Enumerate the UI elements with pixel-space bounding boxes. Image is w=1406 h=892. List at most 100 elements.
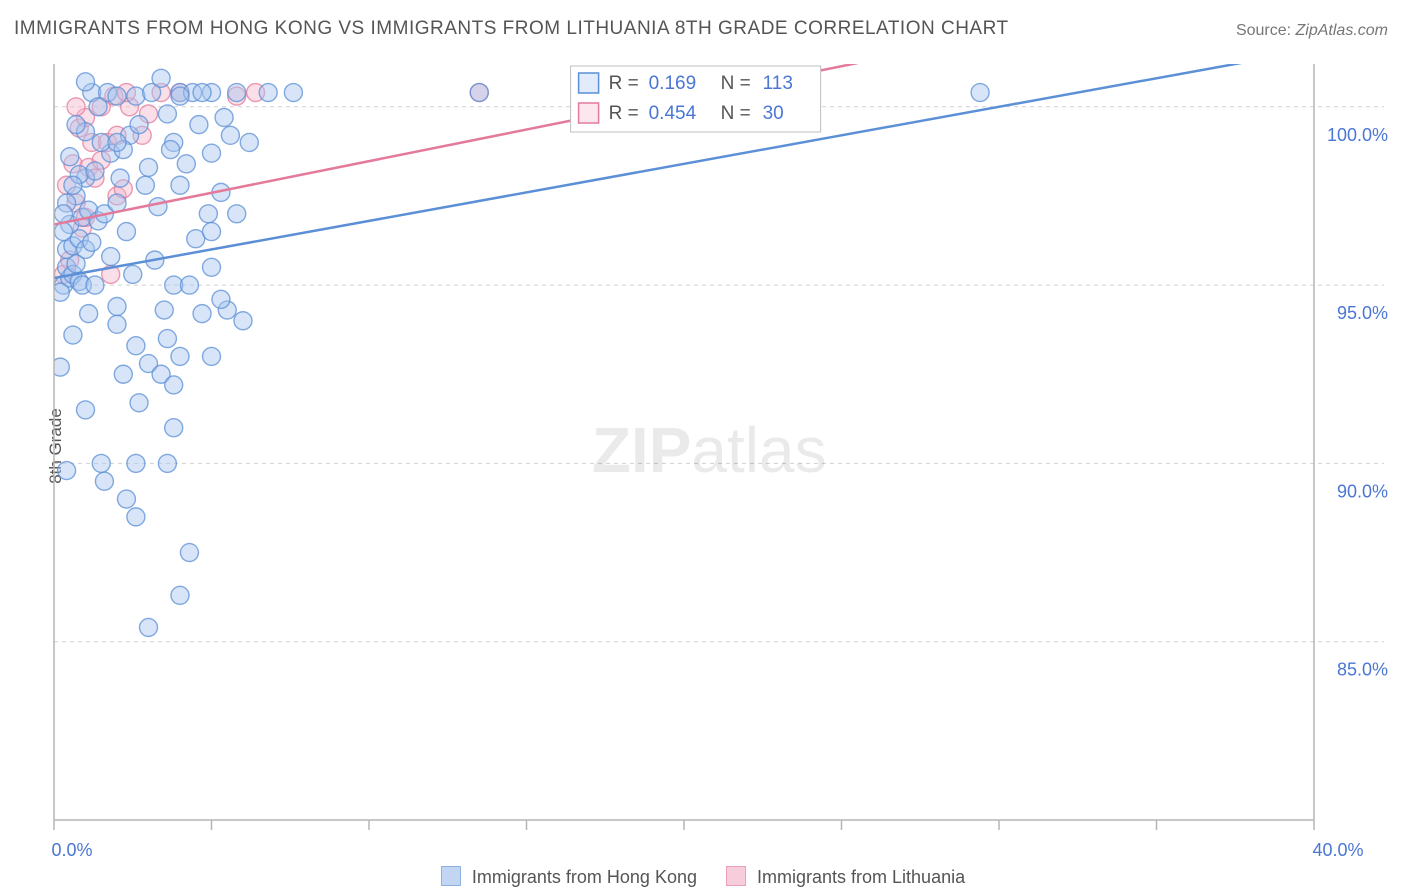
data-point bbox=[108, 87, 126, 105]
data-point bbox=[67, 116, 85, 134]
data-point bbox=[971, 84, 989, 102]
legend-n-label: N = bbox=[721, 73, 751, 94]
data-point bbox=[165, 419, 183, 437]
data-point bbox=[203, 144, 221, 162]
data-point bbox=[114, 365, 132, 383]
data-point bbox=[215, 108, 233, 126]
legend-r-label: R = bbox=[609, 73, 639, 94]
data-point bbox=[152, 69, 170, 87]
data-point bbox=[158, 454, 176, 472]
data-point bbox=[83, 233, 101, 251]
chart-title: IMMIGRANTS FROM HONG KONG VS IMMIGRANTS … bbox=[14, 18, 1009, 40]
data-point bbox=[77, 73, 95, 91]
data-point bbox=[127, 337, 145, 355]
data-point bbox=[67, 98, 85, 116]
legend-n-label: N = bbox=[721, 103, 751, 124]
data-point bbox=[193, 305, 211, 323]
data-point bbox=[177, 155, 195, 173]
data-point bbox=[228, 205, 246, 223]
y-tick-label: 85.0% bbox=[1337, 660, 1388, 680]
data-point bbox=[284, 84, 302, 102]
data-point bbox=[127, 454, 145, 472]
y-tick-label: 95.0% bbox=[1337, 303, 1388, 323]
source-value: ZipAtlas.com bbox=[1296, 22, 1388, 39]
data-point bbox=[92, 454, 110, 472]
watermark: ZIPatlas bbox=[592, 414, 827, 486]
data-point bbox=[111, 169, 129, 187]
data-point bbox=[117, 490, 135, 508]
source-label: Source: bbox=[1236, 22, 1291, 39]
legend-label-hk: Immigrants from Hong Kong bbox=[472, 867, 697, 887]
chart-area: 85.0% 90.0% 95.0% 100.0% ZIPatlas 0.0% 40.0% R … bbox=[48, 56, 1394, 858]
y-tick-label: 100.0% bbox=[1327, 125, 1388, 145]
data-point bbox=[64, 176, 82, 194]
x-tick-label: 0.0% bbox=[51, 840, 92, 858]
data-point bbox=[86, 276, 104, 294]
data-point bbox=[80, 305, 98, 323]
legend-swatch bbox=[579, 103, 599, 123]
data-point bbox=[117, 223, 135, 241]
data-point bbox=[86, 162, 104, 180]
data-point bbox=[108, 133, 126, 151]
data-point bbox=[171, 586, 189, 604]
data-point bbox=[61, 148, 79, 166]
data-point bbox=[158, 105, 176, 123]
data-point bbox=[108, 315, 126, 333]
scatter-chart: 85.0% 90.0% 95.0% 100.0% ZIPatlas 0.0% 40.0% R … bbox=[48, 56, 1394, 858]
data-point bbox=[77, 401, 95, 419]
data-point bbox=[193, 84, 211, 102]
data-point bbox=[171, 176, 189, 194]
legend-item-lt: Immigrants from Lithuania bbox=[726, 867, 965, 887]
legend-item-hk: Immigrants from Hong Kong bbox=[441, 867, 702, 887]
legend-label-lt: Immigrants from Lithuania bbox=[757, 867, 965, 887]
data-point bbox=[140, 158, 158, 176]
data-point bbox=[203, 258, 221, 276]
data-point bbox=[102, 248, 120, 266]
data-point bbox=[180, 276, 198, 294]
data-point bbox=[212, 290, 230, 308]
data-point bbox=[127, 87, 145, 105]
data-point bbox=[108, 297, 126, 315]
legend-r-label: R = bbox=[609, 103, 639, 124]
source-attribution: Source: ZipAtlas.com bbox=[1236, 22, 1388, 40]
data-point bbox=[171, 347, 189, 365]
data-point bbox=[190, 116, 208, 134]
bottom-legend: Immigrants from Hong Kong Immigrants fro… bbox=[0, 866, 1406, 888]
data-point bbox=[240, 133, 258, 151]
legend-n-value: 30 bbox=[763, 103, 784, 124]
data-point bbox=[54, 223, 72, 241]
legend-r-value: 0.454 bbox=[649, 103, 697, 124]
data-point bbox=[199, 205, 217, 223]
x-tick-label: 40.0% bbox=[1312, 840, 1363, 858]
data-point bbox=[127, 508, 145, 526]
data-point bbox=[140, 618, 158, 636]
data-point bbox=[58, 462, 76, 480]
data-point bbox=[95, 472, 113, 490]
data-point bbox=[64, 326, 82, 344]
data-point bbox=[158, 330, 176, 348]
data-point bbox=[203, 223, 221, 241]
y-tick-label: 90.0% bbox=[1337, 481, 1388, 501]
legend-swatch-hk bbox=[441, 866, 461, 886]
data-point bbox=[130, 394, 148, 412]
data-point bbox=[470, 84, 488, 102]
legend-r-value: 0.169 bbox=[649, 73, 697, 94]
legend-n-value: 113 bbox=[763, 73, 793, 94]
data-point bbox=[221, 126, 239, 144]
data-point bbox=[234, 312, 252, 330]
data-point bbox=[124, 265, 142, 283]
data-point bbox=[149, 198, 167, 216]
data-point bbox=[136, 176, 154, 194]
data-point bbox=[171, 87, 189, 105]
data-point bbox=[89, 98, 107, 116]
data-point bbox=[130, 116, 148, 134]
scatter-series bbox=[51, 69, 989, 636]
data-point bbox=[165, 376, 183, 394]
data-point bbox=[162, 141, 180, 159]
data-point bbox=[180, 544, 198, 562]
data-point bbox=[259, 84, 277, 102]
legend-swatch bbox=[579, 73, 599, 93]
data-point bbox=[228, 84, 246, 102]
data-point bbox=[155, 301, 173, 319]
legend-swatch-lt bbox=[726, 866, 746, 886]
